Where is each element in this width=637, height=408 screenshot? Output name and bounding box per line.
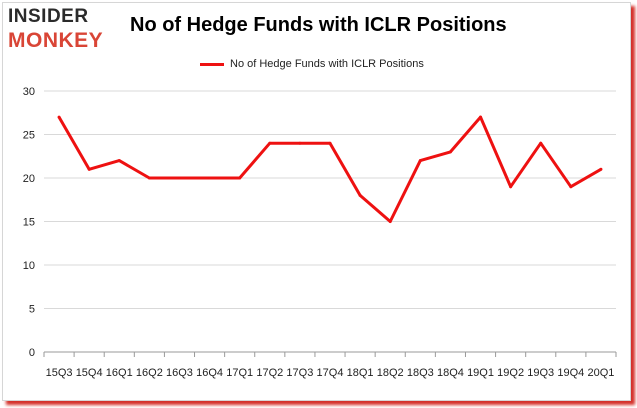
- data-point: [509, 185, 513, 189]
- data-point: [358, 193, 362, 197]
- y-tick-label: 10: [23, 260, 35, 272]
- data-point: [539, 141, 543, 145]
- data-point: [268, 141, 272, 145]
- x-tick-label: 18Q2: [377, 367, 404, 379]
- data-point: [87, 167, 91, 171]
- data-point: [147, 176, 151, 180]
- data-point: [57, 115, 61, 119]
- data-point: [448, 150, 452, 154]
- x-axis-ticks: 15Q3 15Q4 16Q1 16Q2 16Q3 16Q4 17Q1 17Q2 17Q3 17Q4…: [43, 352, 617, 379]
- legend: No of Hedge Funds with ICLR Positions: [200, 56, 424, 72]
- data-point: [177, 176, 181, 180]
- x-tick-label: 20Q1: [587, 367, 614, 379]
- y-tick-label: 15: [23, 217, 35, 229]
- y-tick-label: 20: [23, 173, 35, 185]
- y-tick-label: 25: [23, 130, 35, 142]
- insider-monkey-logo: INSIDER MONKEY: [8, 6, 116, 52]
- x-tick-label: 17Q2: [256, 367, 283, 379]
- data-point: [418, 159, 422, 163]
- data-point: [388, 220, 392, 223]
- data-point: [298, 141, 302, 145]
- data-point: [208, 176, 212, 180]
- x-tick-label: 15Q4: [76, 367, 103, 379]
- data-point: [238, 176, 242, 180]
- x-tick-label: 19Q1: [467, 367, 494, 379]
- x-tick-label: 16Q1: [106, 367, 133, 379]
- logo-bottom-text: MONKEY: [8, 29, 104, 52]
- data-point: [328, 141, 332, 145]
- logo-top-text: INSIDER: [8, 6, 89, 27]
- x-tick-label: 17Q1: [226, 367, 253, 379]
- x-tick-label: 15Q3: [46, 367, 73, 379]
- data-point: [599, 167, 603, 171]
- data-point: [117, 159, 121, 163]
- x-tick-label: 17Q3: [286, 367, 313, 379]
- x-tick-label: 19Q3: [527, 367, 554, 379]
- x-tick-label: 19Q4: [557, 367, 584, 379]
- data-point: [479, 115, 483, 119]
- legend-label: No of Hedge Funds with ICLR Positions: [230, 58, 424, 70]
- series-layer: [57, 115, 603, 223]
- series-line-0: [57, 115, 602, 223]
- x-tick-label: 17Q4: [317, 367, 344, 379]
- chart-frame: [2, 2, 631, 401]
- x-tick-label: 18Q4: [437, 367, 464, 379]
- y-tick-label: 30: [23, 86, 35, 98]
- x-tick-label: 18Q3: [407, 367, 434, 379]
- legend-swatch: [200, 62, 224, 66]
- x-tick-label: 16Q4: [196, 367, 223, 379]
- chart-title: No of Hedge Funds with ICLR Positions: [130, 14, 507, 36]
- x-tick-label: 16Q2: [136, 367, 163, 379]
- data-point: [569, 185, 573, 189]
- y-axis-ticks: 0 5 10 15 20 25 30: [23, 86, 35, 359]
- y-tick-label: 0: [29, 347, 35, 359]
- x-tick-label: 16Q3: [166, 367, 193, 379]
- x-tick-label: 19Q2: [497, 367, 524, 379]
- x-tick-label: 18Q1: [347, 367, 374, 379]
- grid-lines: [44, 90, 616, 353]
- y-tick-label: 5: [29, 304, 35, 316]
